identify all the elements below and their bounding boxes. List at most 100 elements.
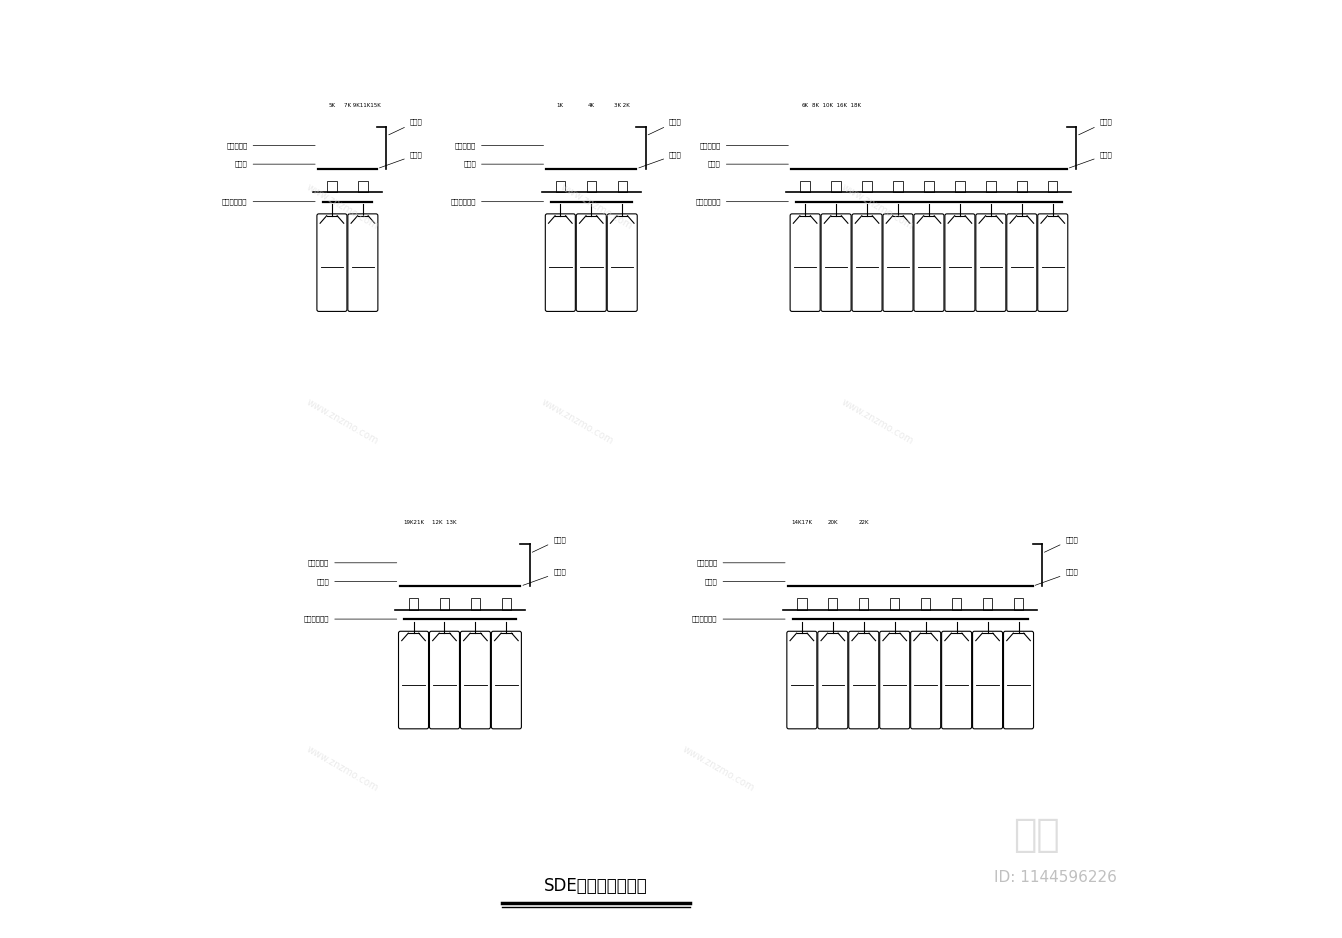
Bar: [1013, 598, 1023, 610]
Bar: [471, 598, 480, 610]
Text: 温度讯号器: 温度讯号器: [699, 142, 788, 149]
FancyBboxPatch shape: [973, 631, 1002, 729]
Bar: [863, 181, 872, 192]
Text: 温度讯号器: 温度讯号器: [455, 142, 544, 149]
Bar: [358, 181, 368, 192]
Text: 温度讯号器: 温度讯号器: [696, 559, 785, 567]
FancyBboxPatch shape: [460, 631, 490, 729]
Bar: [797, 598, 807, 610]
Text: 8K  10K  16K  18K: 8K 10K 16K 18K: [812, 103, 860, 108]
FancyBboxPatch shape: [852, 214, 882, 311]
Bar: [982, 598, 992, 610]
Text: 汇流管: 汇流管: [1079, 118, 1113, 135]
Text: www.znzmo.com: www.znzmo.com: [305, 745, 380, 794]
FancyBboxPatch shape: [1004, 631, 1033, 729]
FancyBboxPatch shape: [945, 214, 974, 311]
Text: 汇流管: 汇流管: [533, 536, 566, 552]
Text: 5K: 5K: [329, 103, 336, 108]
Bar: [1017, 181, 1027, 192]
FancyBboxPatch shape: [491, 631, 522, 729]
Text: www.znzmo.com: www.znzmo.com: [840, 398, 915, 446]
FancyBboxPatch shape: [399, 631, 428, 729]
Text: 选择阀: 选择阀: [709, 160, 788, 168]
Text: SDE气体灭火瓶组图: SDE气体灭火瓶组图: [544, 877, 648, 896]
Text: 安全泄压装置: 安全泄压装置: [221, 198, 315, 205]
Text: 3K 2K: 3K 2K: [615, 103, 631, 108]
FancyBboxPatch shape: [576, 214, 607, 311]
FancyBboxPatch shape: [607, 214, 637, 311]
Text: 6K: 6K: [801, 103, 809, 108]
Text: 集流管: 集流管: [1035, 568, 1078, 585]
Text: www.znzmo.com: www.znzmo.com: [305, 182, 380, 231]
FancyBboxPatch shape: [1037, 214, 1068, 311]
Bar: [556, 181, 565, 192]
Text: 选择阀: 选择阀: [463, 160, 544, 168]
Text: 集流管: 集流管: [639, 151, 682, 168]
Text: www.znzmo.com: www.znzmo.com: [305, 398, 380, 446]
Text: 7K 9K11K15K: 7K 9K11K15K: [345, 103, 381, 108]
Bar: [986, 181, 996, 192]
Text: 集流管: 集流管: [380, 151, 423, 168]
Text: 4K: 4K: [588, 103, 595, 108]
Bar: [800, 181, 809, 192]
FancyBboxPatch shape: [880, 631, 910, 729]
Bar: [925, 181, 934, 192]
Text: 选择阀: 选择阀: [235, 160, 315, 168]
FancyBboxPatch shape: [976, 214, 1006, 311]
FancyBboxPatch shape: [883, 214, 913, 311]
Bar: [617, 181, 627, 192]
Text: 20K: 20K: [828, 521, 837, 525]
Text: 温度讯号器: 温度讯号器: [307, 559, 397, 567]
FancyBboxPatch shape: [790, 214, 820, 311]
FancyBboxPatch shape: [942, 631, 972, 729]
FancyBboxPatch shape: [317, 214, 348, 311]
Text: 19K21K: 19K21K: [403, 521, 424, 525]
Bar: [586, 181, 596, 192]
Text: 安全泄压装置: 安全泄压装置: [303, 615, 397, 623]
Bar: [859, 598, 868, 610]
Text: 汇流管: 汇流管: [1044, 536, 1078, 552]
Bar: [951, 598, 961, 610]
Text: 汇流管: 汇流管: [648, 118, 682, 135]
Text: 温度讯号器: 温度讯号器: [227, 142, 315, 149]
Text: 14K17K: 14K17K: [792, 521, 812, 525]
Text: www.znzmo.com: www.znzmo.com: [680, 745, 756, 794]
FancyBboxPatch shape: [817, 631, 848, 729]
Bar: [502, 598, 511, 610]
Bar: [440, 598, 450, 610]
FancyBboxPatch shape: [821, 214, 851, 311]
Bar: [956, 181, 965, 192]
Text: www.znzmo.com: www.znzmo.com: [840, 182, 915, 231]
FancyBboxPatch shape: [1006, 214, 1037, 311]
Text: ID: 1144596226: ID: 1144596226: [994, 870, 1117, 885]
Text: 1K: 1K: [557, 103, 564, 108]
Bar: [894, 181, 903, 192]
Text: 安全泄压装置: 安全泄压装置: [692, 615, 785, 623]
Text: www.znzmo.com: www.znzmo.com: [558, 182, 633, 231]
Bar: [1048, 181, 1057, 192]
FancyBboxPatch shape: [914, 214, 943, 311]
Bar: [327, 181, 337, 192]
Text: 汇流管: 汇流管: [389, 118, 423, 135]
Text: 选择阀: 选择阀: [317, 578, 397, 585]
Bar: [890, 598, 899, 610]
Text: 知末: 知末: [1013, 816, 1060, 854]
FancyBboxPatch shape: [545, 214, 576, 311]
FancyBboxPatch shape: [348, 214, 378, 311]
Text: 安全泄压装置: 安全泄压装置: [451, 198, 544, 205]
FancyBboxPatch shape: [429, 631, 459, 729]
FancyBboxPatch shape: [911, 631, 941, 729]
FancyBboxPatch shape: [786, 631, 817, 729]
Text: 12K  13K: 12K 13K: [432, 521, 456, 525]
Text: 安全泄压装置: 安全泄压装置: [695, 198, 788, 205]
Bar: [409, 598, 419, 610]
Text: 集流管: 集流管: [523, 568, 566, 585]
Text: www.znzmo.com: www.znzmo.com: [539, 398, 615, 446]
Text: 选择阀: 选择阀: [705, 578, 785, 585]
FancyBboxPatch shape: [848, 631, 879, 729]
Bar: [828, 598, 837, 610]
Bar: [832, 181, 841, 192]
Text: 22K: 22K: [859, 521, 870, 525]
Bar: [921, 598, 930, 610]
Text: 集流管: 集流管: [1070, 151, 1113, 168]
